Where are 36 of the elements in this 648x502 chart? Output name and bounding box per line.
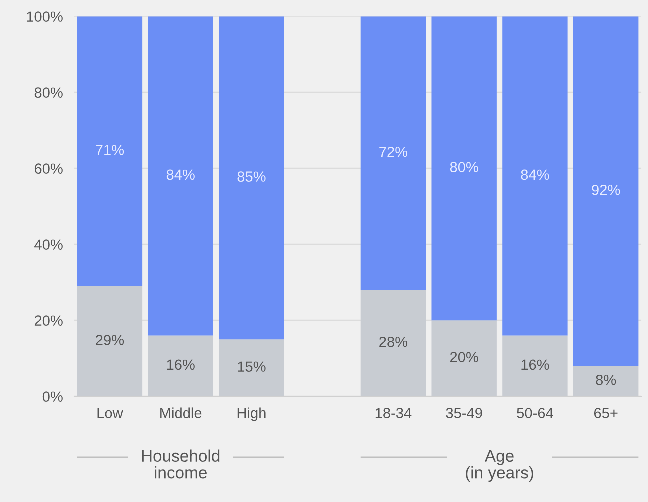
bar [148, 16, 214, 336]
bar [360, 16, 426, 290]
data-label: 84% [521, 170, 550, 180]
data-label: 72% [380, 146, 408, 158]
x-tick-label: 65+ [594, 408, 618, 418]
data-label: 71% [96, 145, 124, 156]
y-tick-label: 40% [34, 240, 63, 250]
x-tick-label: Low [98, 408, 124, 418]
data-label: 20% [450, 352, 478, 362]
data-label: 8% [596, 374, 616, 386]
y-tick-label: 0% [42, 392, 63, 402]
x-tick-label: Middle [160, 408, 202, 418]
text: Household income [142, 450, 220, 479]
text: Age (in years) [466, 450, 534, 482]
y-tick-label: 20% [34, 316, 63, 326]
y-tick-label: 60% [34, 164, 63, 174]
data-label: 85% [238, 172, 266, 182]
data-label: 80% [450, 162, 478, 172]
x-tick-label: High [238, 408, 266, 422]
data-label: 16% [522, 360, 550, 370]
bar [219, 16, 284, 340]
data-label: 15% [238, 362, 266, 372]
data-label: 84% [166, 170, 195, 180]
data-label: 16% [167, 360, 195, 370]
bar [77, 16, 143, 286]
data-label: 29% [96, 335, 124, 346]
data-label: 92% [592, 184, 620, 196]
x-tick-label: 50-64 [517, 408, 554, 418]
data-label: 28% [380, 336, 408, 348]
x-tick-label: 18-34 [376, 408, 412, 418]
bar [432, 16, 497, 321]
y-tick-label: 80% [34, 88, 63, 98]
bar [502, 16, 568, 336]
y-tick-label: 100% [27, 12, 63, 22]
x-tick-label: 35-49 [446, 408, 482, 418]
bar [573, 16, 639, 366]
